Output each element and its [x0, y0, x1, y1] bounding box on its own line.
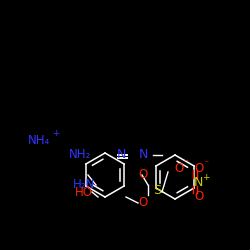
Text: HO: HO: [75, 186, 93, 198]
Text: N: N: [138, 148, 148, 162]
Text: O: O: [138, 168, 147, 181]
Text: +: +: [202, 174, 209, 182]
Text: +: +: [52, 130, 60, 138]
Text: ⁻: ⁻: [183, 158, 188, 168]
Text: O: O: [194, 190, 203, 202]
Text: N: N: [194, 176, 203, 188]
Text: O: O: [194, 162, 203, 174]
Text: ⁻: ⁻: [203, 159, 208, 169]
Text: N: N: [116, 148, 126, 162]
Text: H₂N: H₂N: [73, 178, 95, 192]
Text: NH₂: NH₂: [69, 148, 91, 162]
Text: O: O: [138, 196, 147, 208]
Text: O: O: [174, 162, 183, 174]
Text: NH₄: NH₄: [28, 134, 50, 146]
Text: S: S: [153, 184, 161, 196]
